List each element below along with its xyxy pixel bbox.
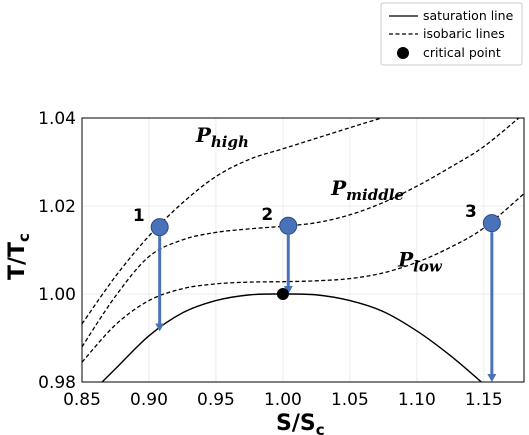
legend-box bbox=[380, 2, 523, 66]
isobaric-line-middle bbox=[82, 118, 520, 348]
saturation-line-group bbox=[101, 293, 483, 382]
isobaric-lines bbox=[82, 118, 524, 363]
saturation-line bbox=[101, 293, 483, 382]
x-tick-label-1: 0.90 bbox=[130, 390, 168, 410]
x-axis-label: S/Sc bbox=[276, 411, 325, 435]
legend-label-saturation: saturation line bbox=[423, 8, 514, 23]
x-tick-label-3: 1.00 bbox=[264, 390, 302, 410]
grid bbox=[81, 117, 524, 383]
isobar-label-high: Phigh bbox=[195, 123, 249, 151]
y-tick-label-2: 1.02 bbox=[38, 197, 76, 217]
plot-frame bbox=[81, 117, 525, 383]
y-tick-label-0: 0.98 bbox=[38, 373, 76, 393]
x-axis-ticks: 0.85 0.90 0.95 1.00 1.05 1.10 1.15 bbox=[63, 390, 503, 410]
plot-area bbox=[82, 118, 524, 382]
critical-point-group bbox=[276, 288, 289, 300]
y-axis-ticks: 0.98 1.00 1.02 1.04 bbox=[38, 109, 76, 393]
legend-label-critical: critical point bbox=[423, 45, 501, 60]
isobaric-line-low bbox=[82, 193, 524, 363]
y-axis-label-sub: c bbox=[15, 233, 33, 242]
x-tick-label-0: 0.85 bbox=[63, 390, 101, 410]
legend-label-isobaric: isobaric lines bbox=[423, 26, 505, 41]
legend: saturation line isobaric lines critical … bbox=[380, 2, 523, 66]
isobar-label-middle: Pmiddle bbox=[330, 176, 404, 204]
process-point-label-3: 3 bbox=[465, 202, 477, 222]
x-tick-label-6: 1.15 bbox=[465, 390, 503, 410]
x-tick-label-4: 1.05 bbox=[331, 390, 369, 410]
x-axis-label-sub: c bbox=[316, 421, 325, 435]
y-axis-label: T/Tc bbox=[5, 233, 33, 280]
process-point-3 bbox=[482, 214, 501, 233]
critical-point bbox=[276, 288, 289, 300]
legend-swatch-critical bbox=[397, 47, 409, 59]
process-arrows bbox=[155, 232, 497, 382]
x-tick-label-5: 1.10 bbox=[398, 390, 436, 410]
process-point-label-1: 1 bbox=[133, 206, 145, 226]
x-tick-label-2: 0.95 bbox=[197, 390, 235, 410]
y-tick-label-1: 1.00 bbox=[38, 285, 76, 305]
process-points: 1 2 3 bbox=[133, 202, 501, 237]
y-tick-label-3: 1.04 bbox=[38, 109, 76, 129]
isobar-label-low: Plow bbox=[397, 247, 443, 275]
process-point-2 bbox=[279, 216, 298, 235]
isobar-labels: Phigh Pmiddle Plow bbox=[195, 123, 443, 275]
process-point-label-2: 2 bbox=[261, 205, 273, 225]
process-point-1 bbox=[150, 218, 169, 237]
